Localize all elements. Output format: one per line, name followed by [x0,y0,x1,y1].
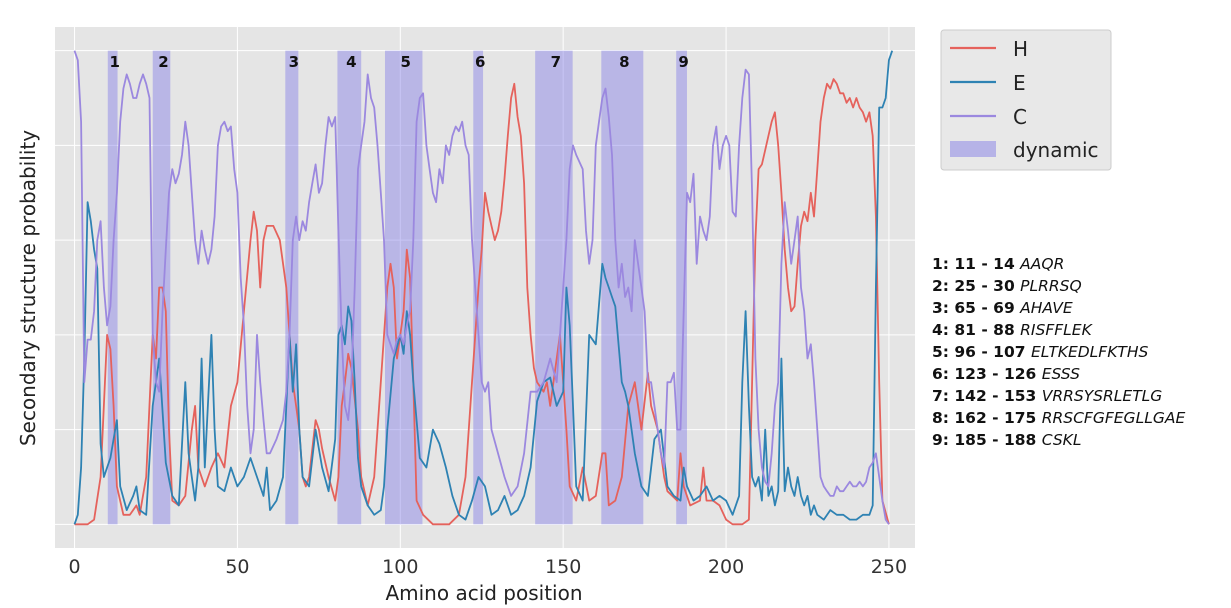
region-label-3: 3 [289,53,299,71]
region-label-6: 6 [475,53,485,71]
region-annotation-4: 4: 81 - 88 RISFFLEK [932,319,1185,341]
region-label-9: 9 [678,53,688,71]
y-axis-title: Secondary structure probability [16,130,40,446]
region-annotation-sequence: ESSS [1041,365,1080,383]
legend-label-h: H [1013,37,1028,61]
x-axis-title: Amino acid position [385,581,582,605]
region-annotation-sequence: RRSCFGFEGLLGAE [1041,409,1186,427]
region-annotation-sequence: AAQR [1020,255,1065,273]
legend-label-e: E [1013,71,1026,95]
dynamic-region-9 [676,50,687,525]
region-labels: 1 2 3 4 5 6 7 8 9 [109,53,688,71]
region-annotation-label: 4: 81 - 88 [932,321,1021,339]
region-label-5: 5 [401,53,411,71]
region-annotation-6: 6: 123 - 126 ESSS [932,363,1185,385]
region-annotation-3: 3: 65 - 69 AHAVE [932,297,1185,319]
x-tick-label: 50 [225,556,249,578]
x-tick-label: 0 [68,556,80,578]
x-tick-label: 100 [382,556,418,578]
legend-box [940,29,1112,171]
legend: H E C dynamic [940,29,1112,171]
region-label-1: 1 [109,53,119,71]
region-annotation-label: 3: 65 - 69 [932,299,1021,317]
region-annotation-label: 8: 162 - 175 [932,409,1042,427]
x-tick-label: 200 [708,556,744,578]
region-label-2: 2 [158,53,168,71]
legend-label-c: C [1013,105,1027,129]
region-annotation-label: 6: 123 - 126 [932,365,1042,383]
region-annotation-5: 5: 96 - 107 ELTKEDLFKTHS [932,341,1185,363]
legend-swatch-dynamic [950,141,996,157]
region-annotation-sequence: AHAVE [1020,299,1073,317]
region-label-7: 7 [551,53,561,71]
region-label-4: 4 [346,53,356,71]
region-annotation-list: 1: 11 - 14 AAQR 2: 25 - 30 PLRRSQ 3: 65 - … [932,253,1185,451]
series-line-c [73,50,890,525]
region-annotation-sequence: VRRSYSRLETLG [1041,387,1163,405]
region-annotation-label: 2: 25 - 30 [932,277,1021,295]
region-annotation-sequence: ELTKEDLFKTHS [1030,343,1149,361]
region-annotation-sequence: CSKL [1041,431,1082,449]
region-annotation-label: 7: 142 - 153 [932,387,1042,405]
grid-lines [55,27,915,548]
region-annotation-sequence: RISFFLEK [1020,321,1092,339]
x-tick-label: 150 [545,556,581,578]
region-annotation-8: 8: 162 - 175 RRSCFGFEGLLGAE [932,407,1185,429]
region-annotation-2: 2: 25 - 30 PLRRSQ [932,275,1185,297]
region-annotation-7: 7: 142 - 153 VRRSYSRLETLG [932,385,1185,407]
region-label-8: 8 [619,53,629,71]
dynamic-region-1 [107,50,118,525]
legend-label-dynamic: dynamic [1013,138,1099,162]
region-annotation-sequence: PLRRSQ [1020,277,1082,295]
x-tick-labels: 0 50 100 150 200 250 [68,556,907,578]
plot-background [55,27,915,548]
series-line-e [73,50,894,525]
region-annotation-label: 5: 96 - 107 [932,343,1031,361]
region-annotation-1: 1: 11 - 14 AAQR [932,253,1185,275]
region-annotation-label: 1: 11 - 14 [932,255,1021,273]
region-annotation-9: 9: 185 - 188 CSKL [932,429,1185,451]
x-tick-label: 250 [871,556,907,578]
region-annotation-label: 9: 185 - 188 [932,431,1042,449]
dynamic-region-8 [601,50,644,525]
series-lines [73,50,894,526]
series-line-h [74,78,890,526]
